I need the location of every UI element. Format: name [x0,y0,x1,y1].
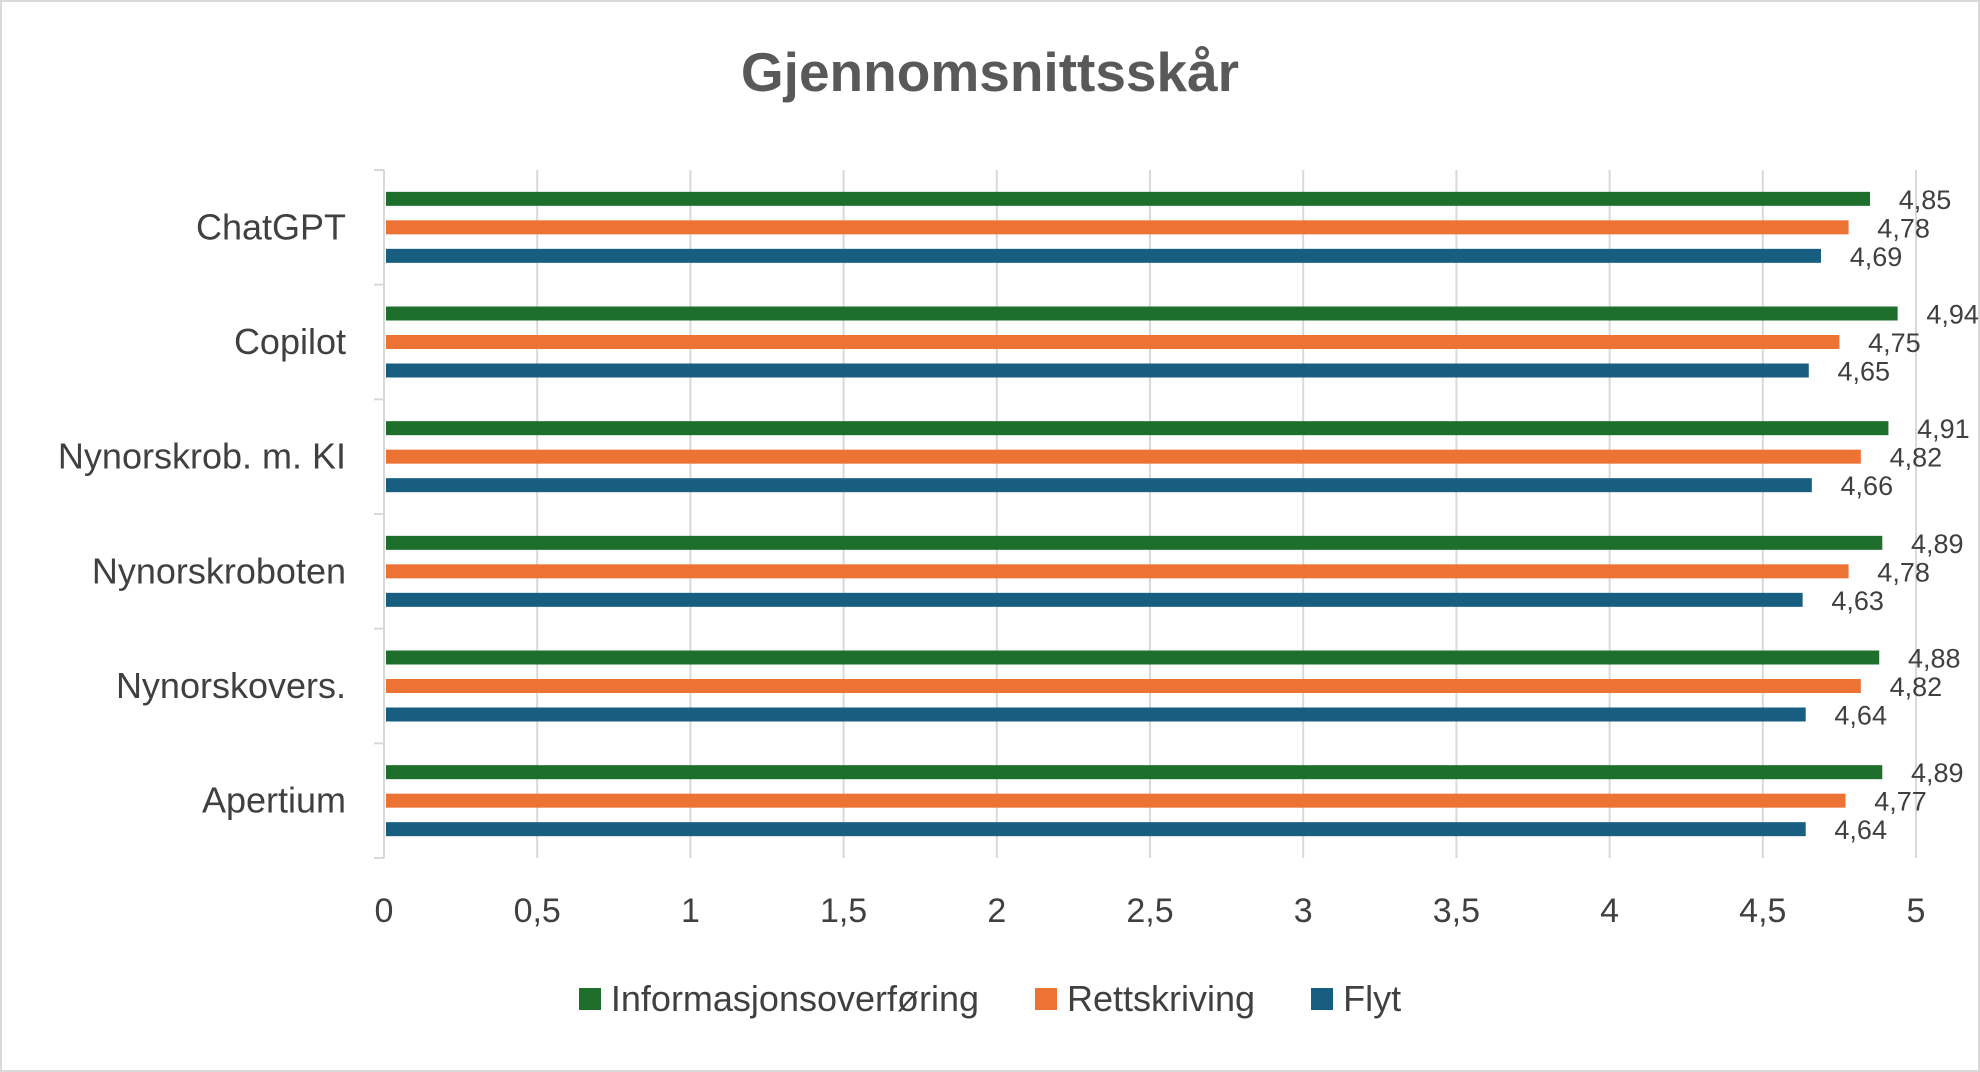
category-label: Nynorskovers. [116,665,346,706]
bar [386,707,1806,722]
data-label: 4,69 [1850,242,1903,272]
data-label: 4,89 [1911,529,1964,559]
data-label: 4,64 [1834,701,1887,731]
data-label: 4,85 [1899,185,1952,215]
bar [386,363,1809,378]
data-label: 4,94 [1926,300,1979,330]
bar [386,765,1883,780]
category-label: Apertium [202,780,346,821]
bar [386,679,1861,693]
bar [386,220,1849,235]
category-label: ChatGPT [196,206,346,247]
x-tick-label: 1,5 [820,892,867,930]
legend-swatch [578,988,601,1010]
bar [386,535,1883,550]
data-label: 4,78 [1877,557,1930,587]
x-tick-label: 4 [1600,892,1619,930]
x-tick-label: 5 [1907,892,1926,930]
legend-item: Informasjonsoverføring [578,978,980,1020]
data-label: 4,88 [1908,644,1961,674]
bar [386,421,1889,436]
legend-label: Informasjonsoverføring [610,978,980,1019]
legend-label: Rettskriving [1067,978,1256,1019]
data-label: 4,63 [1831,586,1884,616]
data-label: 4,91 [1917,414,1970,444]
legend-item: Rettskriving [1035,978,1255,1020]
bar [386,478,1812,493]
data-label: 4,64 [1834,815,1887,845]
data-label: 4,82 [1890,672,1943,702]
bar [386,822,1806,837]
legend-swatch [1311,988,1334,1010]
bar [386,650,1880,665]
category-label: Copilot [234,321,346,362]
legend-swatch [1035,988,1058,1010]
bar [386,248,1822,263]
x-tick-label: 2,5 [1126,892,1173,930]
data-label: 4,78 [1877,213,1930,243]
x-tick-label: 0 [375,892,394,930]
category-label: Nynorskrob. m. KI [58,436,346,477]
data-label: 4,89 [1911,758,1964,788]
bar [386,306,1898,321]
chart-title: Gjennomsnittsskår [740,41,1240,103]
x-tick-label: 3 [1294,892,1313,930]
x-tick-label: 1 [681,892,700,930]
data-label: 4,77 [1874,787,1927,817]
bar [386,592,1803,607]
bar [386,191,1871,206]
data-label: 4,65 [1837,357,1890,387]
data-label: 4,66 [1841,471,1894,501]
category-label: Nynorskroboten [92,550,346,591]
x-tick-label: 3,5 [1433,892,1480,930]
bar [386,793,1846,808]
data-label: 4,75 [1868,328,1921,358]
x-tick-label: 0,5 [514,892,561,930]
data-label: 4,82 [1890,443,1943,473]
bar [386,564,1849,579]
x-tick-label: 2 [987,892,1006,930]
legend-item: Flyt [1311,978,1401,1020]
chart-legend: Informasjonsoverføring Rettskriving Flyt [0,978,1980,1020]
x-tick-label: 4,5 [1739,892,1786,930]
legend-label: Flyt [1343,978,1402,1019]
bar [386,449,1861,464]
bar [386,335,1840,349]
